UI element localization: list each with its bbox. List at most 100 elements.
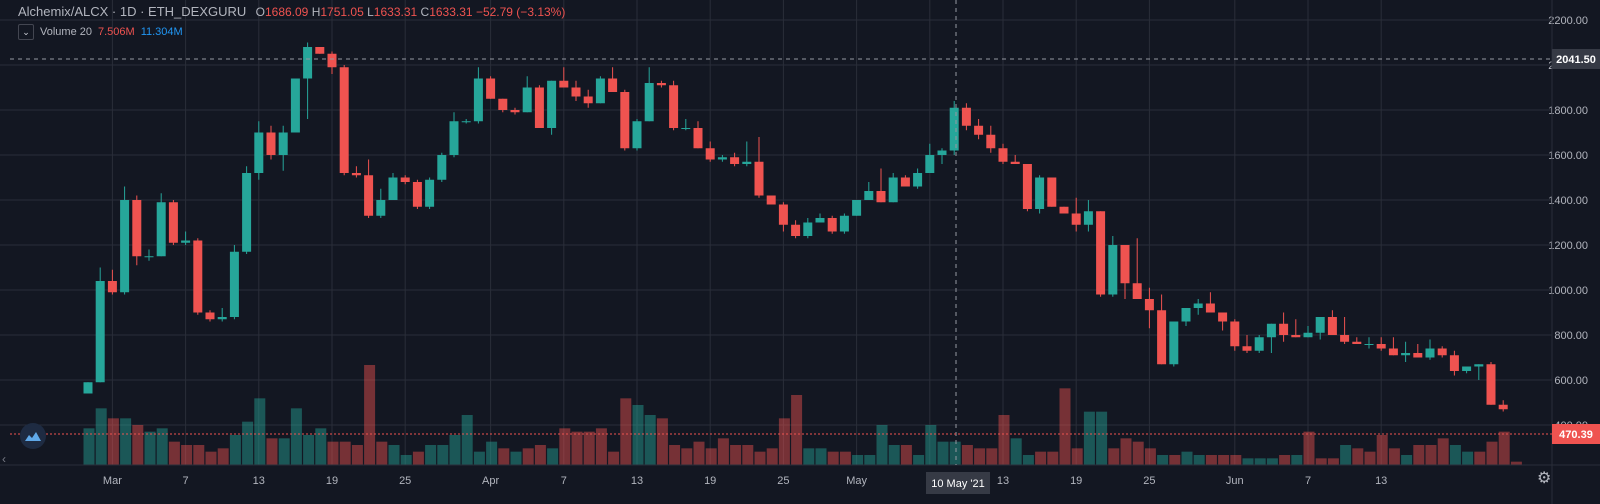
candle-body (827, 218, 837, 232)
candle-body (437, 155, 447, 180)
candle-body (1474, 364, 1484, 367)
candle-body (681, 128, 691, 129)
chevron-down-icon[interactable]: ⌄ (18, 24, 34, 40)
candle-body (852, 200, 862, 216)
candle-body (449, 121, 459, 155)
volume-bar (1413, 445, 1425, 465)
candle-body (1462, 366, 1472, 371)
x-tick-label: 13 (997, 475, 1009, 487)
candle-body (95, 281, 105, 383)
low-label: L (367, 5, 374, 19)
volume-bar (1096, 411, 1108, 465)
y-tick-label: 2200.00 (1548, 15, 1588, 27)
y-tick-label: 1800.00 (1548, 105, 1588, 117)
candle-body (547, 80, 557, 128)
volume-bar (1486, 441, 1498, 465)
candle-body (815, 218, 825, 223)
candle-body (144, 256, 154, 258)
volume-ma-value: 11.304M (140, 26, 183, 38)
candle-body (839, 215, 849, 232)
candle-body (242, 173, 252, 252)
candle-body (1401, 353, 1411, 356)
candle-body (1120, 245, 1130, 284)
scroll-left-icon[interactable]: ‹ (2, 452, 6, 466)
candle-body (656, 83, 666, 86)
x-tick-label: 7 (183, 475, 189, 487)
volume-bar (559, 428, 571, 465)
x-tick-label: 19 (704, 475, 716, 487)
volume-bar (205, 451, 217, 465)
volume-bar (1035, 451, 1047, 465)
candle-body (803, 222, 813, 236)
x-tick-label: 25 (1143, 475, 1155, 487)
candle-body (1010, 161, 1020, 164)
candle-body (315, 47, 325, 54)
y-tick-label: 1000.00 (1548, 285, 1588, 297)
volume-bar (852, 455, 864, 465)
volume-bar (339, 441, 351, 465)
volume-bar (1498, 431, 1510, 465)
volume-bar (327, 441, 339, 465)
candle-body (1108, 245, 1118, 295)
candle-body (1022, 164, 1032, 209)
candle-body (1071, 213, 1081, 225)
dexguru-logo-icon[interactable] (20, 423, 46, 449)
candle-body (1486, 364, 1496, 405)
candle-body (913, 173, 923, 187)
gear-icon[interactable]: ⚙ (1537, 470, 1552, 487)
volume-indicator-name: Volume 20 (40, 26, 92, 38)
low-value: 1633.31 (373, 5, 418, 19)
candle-body (388, 177, 398, 200)
open-label: O (255, 5, 265, 19)
volume-bar (156, 428, 168, 465)
volume-bar (522, 448, 534, 465)
candle-body (571, 87, 581, 97)
candle-body (1230, 321, 1240, 347)
candle-body (425, 179, 435, 207)
candle-body (1035, 177, 1045, 209)
volume-bar (1352, 448, 1364, 465)
volume-bar (132, 425, 144, 465)
candle-body (742, 161, 752, 164)
volume-bar (754, 451, 766, 465)
candle-body (1437, 348, 1447, 356)
candle-body (217, 317, 227, 320)
volume-bar (742, 445, 754, 465)
x-tick-label: May (846, 475, 867, 487)
volume-bar (303, 435, 315, 465)
volume-bar (1266, 458, 1278, 465)
candle-body (534, 87, 544, 128)
candle-body (1047, 177, 1057, 207)
y-tick-label: 1200.00 (1548, 240, 1588, 252)
volume-bar (1254, 458, 1266, 465)
volume-bar (498, 448, 510, 465)
candle-body (412, 182, 422, 207)
candle-body (376, 200, 386, 216)
candle-body (1169, 321, 1179, 365)
x-tick-label: 7 (1305, 475, 1311, 487)
volume-bar (1388, 448, 1400, 465)
candle-body (1388, 348, 1398, 356)
chart-overlays: 2041.50 470.39 10 May '21 (10, 0, 1600, 494)
candle-body (266, 132, 276, 155)
volume-bar (400, 455, 412, 465)
y-tick-label: 1400.00 (1548, 195, 1588, 207)
candle-body (1279, 323, 1289, 335)
candle-body (1193, 303, 1203, 308)
volume-bar (534, 445, 546, 465)
volume-bar (693, 441, 705, 465)
close-label: C (420, 5, 430, 19)
candle-body (595, 78, 605, 104)
candle-body (1364, 344, 1374, 345)
candle-body (620, 92, 630, 149)
candle-body (864, 191, 874, 200)
candle-body (888, 177, 898, 203)
candle-body (925, 155, 935, 173)
volume-bar (1510, 461, 1522, 465)
candle-body (1498, 404, 1508, 410)
candle-body (754, 161, 764, 196)
candle-body (1266, 323, 1276, 338)
volume-bar (778, 418, 790, 465)
symbol-legend: Alchemix/ALCX · 1D · ETH_DEXGURU O1686.0… (18, 4, 565, 19)
